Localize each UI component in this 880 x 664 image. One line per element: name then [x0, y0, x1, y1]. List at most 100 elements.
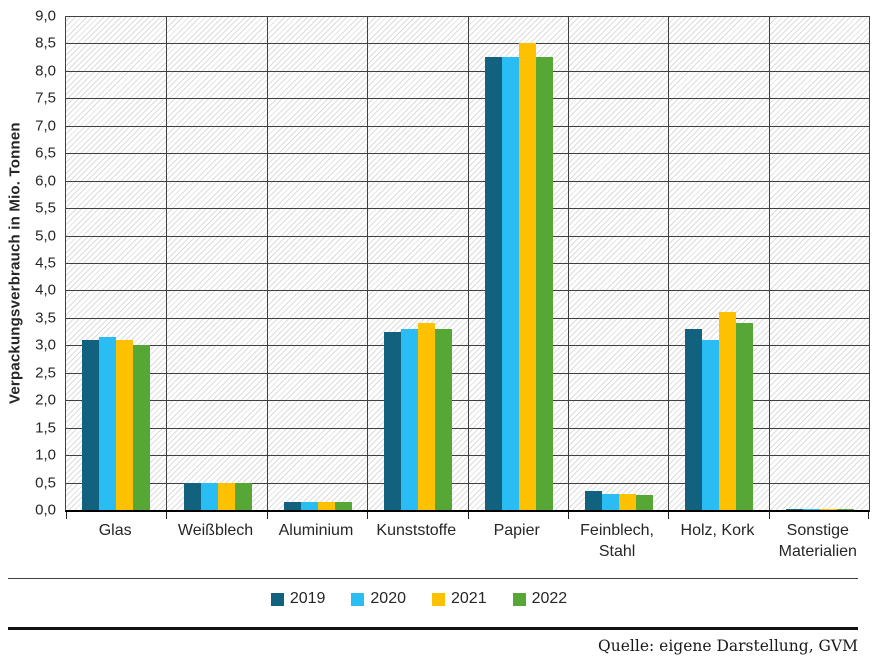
y-tick-label: 7,5 [35, 89, 56, 107]
bar-2019 [283, 501, 301, 510]
category-label: Feinblech, Stahl [580, 522, 654, 560]
category-label: Weißblech [177, 522, 254, 539]
bar-2021 [116, 339, 134, 510]
bar-2019 [82, 339, 100, 510]
legend-item-2021: 2021 [432, 590, 487, 608]
bar-2021 [418, 323, 436, 510]
category-column [66, 16, 166, 510]
category-column [367, 16, 468, 510]
legend-item-2019: 2019 [270, 590, 326, 608]
bar-2020 [702, 339, 720, 510]
separator-line-thin [8, 578, 858, 579]
y-tick-label: 7,0 [35, 117, 56, 135]
bar-2021 [317, 501, 335, 510]
legend-label: 2020 [370, 590, 406, 607]
bar-group [167, 16, 267, 510]
y-tick-label: 8,0 [35, 62, 56, 80]
legend-swatch-icon [351, 592, 365, 606]
category-label: Aluminium [278, 522, 354, 539]
y-tick-label: 0,5 [35, 474, 56, 492]
legend-swatch-icon [432, 592, 445, 606]
bar-group [66, 16, 166, 510]
y-axis-tick-labels: 9,0 8,5 8,0 7,5 7,0 6,5 6,0 5,5 5,0 4,5 4,0 3,5 3,0 2… [0, 8, 56, 519]
bar-2022 [736, 323, 754, 510]
x-axis-tick [66, 512, 67, 519]
bar-2021 [719, 312, 737, 510]
category-column [567, 16, 669, 510]
legend-item-2022: 2022 [512, 590, 568, 608]
bar-group [770, 16, 870, 510]
y-tick-label: 9,0 [35, 7, 56, 25]
bar-2022 [133, 345, 151, 510]
bar-2021 [518, 43, 536, 510]
legend-item-2020: 2020 [351, 590, 406, 608]
bar-2019 [384, 331, 402, 510]
bar-group [469, 16, 569, 510]
bar-2022 [334, 501, 352, 510]
bar-2021 [217, 482, 235, 510]
category-column [668, 16, 769, 510]
legend: 2019 2020 2021 2022 [8, 590, 830, 608]
legend-swatch-icon [512, 592, 526, 606]
y-tick-label: 5,0 [35, 227, 56, 245]
bar-2021 [619, 493, 637, 510]
x-axis-tick [166, 512, 168, 519]
x-axis-tick [768, 512, 770, 519]
category-label: Holz, Kork [680, 522, 755, 539]
separator-line-thick [8, 627, 858, 630]
category-column [768, 16, 870, 510]
x-axis-tick [668, 512, 670, 519]
y-tick-label: 8,5 [35, 34, 56, 52]
bar-2019 [785, 508, 803, 510]
bar-2020 [99, 337, 117, 510]
bar-2020 [501, 57, 519, 510]
source-note: Quelle: eigene Darstellung, GVM [598, 637, 858, 655]
x-axis-tick [567, 512, 569, 519]
bar-2022 [535, 57, 553, 510]
plot-area [65, 16, 870, 519]
category-column [467, 16, 569, 510]
bar-2022 [435, 328, 453, 510]
category-label: Glas [98, 522, 132, 539]
bar-group [669, 16, 769, 510]
category-label: Sonstige Materialien [778, 522, 857, 560]
bar-2019 [484, 57, 502, 510]
bar-2019 [585, 490, 603, 510]
legend-label: 2022 [531, 590, 568, 607]
category-column [266, 16, 368, 510]
y-tick-label: 2,0 [35, 391, 56, 409]
bar-2020 [602, 493, 620, 510]
bar-2020 [300, 501, 318, 510]
y-tick-label: 6,5 [35, 144, 56, 162]
bar-group [569, 16, 669, 510]
x-axis-tick [868, 512, 869, 519]
y-tick-label: 3,0 [35, 336, 56, 354]
y-tick-label: 1,0 [35, 446, 56, 464]
x-axis-tick [367, 512, 369, 519]
legend-label: 2019 [289, 590, 326, 607]
legend-label: 2021 [451, 590, 487, 607]
y-tick-label: 0,0 [35, 501, 56, 519]
bar-2019 [685, 328, 703, 510]
bar-2021 [819, 508, 837, 510]
bar-2022 [636, 494, 654, 510]
bar-2020 [802, 508, 820, 510]
y-tick-label: 1,5 [35, 419, 56, 437]
x-axis-tick [266, 512, 268, 519]
y-tick-label: 4,0 [35, 281, 56, 299]
y-tick-label: 4,5 [35, 254, 56, 272]
y-tick-label: 3,5 [35, 309, 56, 327]
bar-2022 [836, 508, 854, 510]
y-tick-label: 2,5 [35, 364, 56, 382]
legend-swatch-icon [270, 592, 284, 606]
y-tick-label: 5,5 [35, 199, 56, 217]
category-label: Kunststoffe [376, 522, 457, 539]
category-label: Papier [493, 522, 540, 539]
bar-group [368, 16, 468, 510]
bar-2019 [183, 482, 201, 510]
x-axis-category-labels: Glas Weißblech Aluminium Kunststoffe Papier F… [65, 521, 868, 573]
x-axis-tick [467, 512, 469, 519]
y-tick-label: 6,0 [35, 172, 56, 190]
bar-group [268, 16, 368, 510]
